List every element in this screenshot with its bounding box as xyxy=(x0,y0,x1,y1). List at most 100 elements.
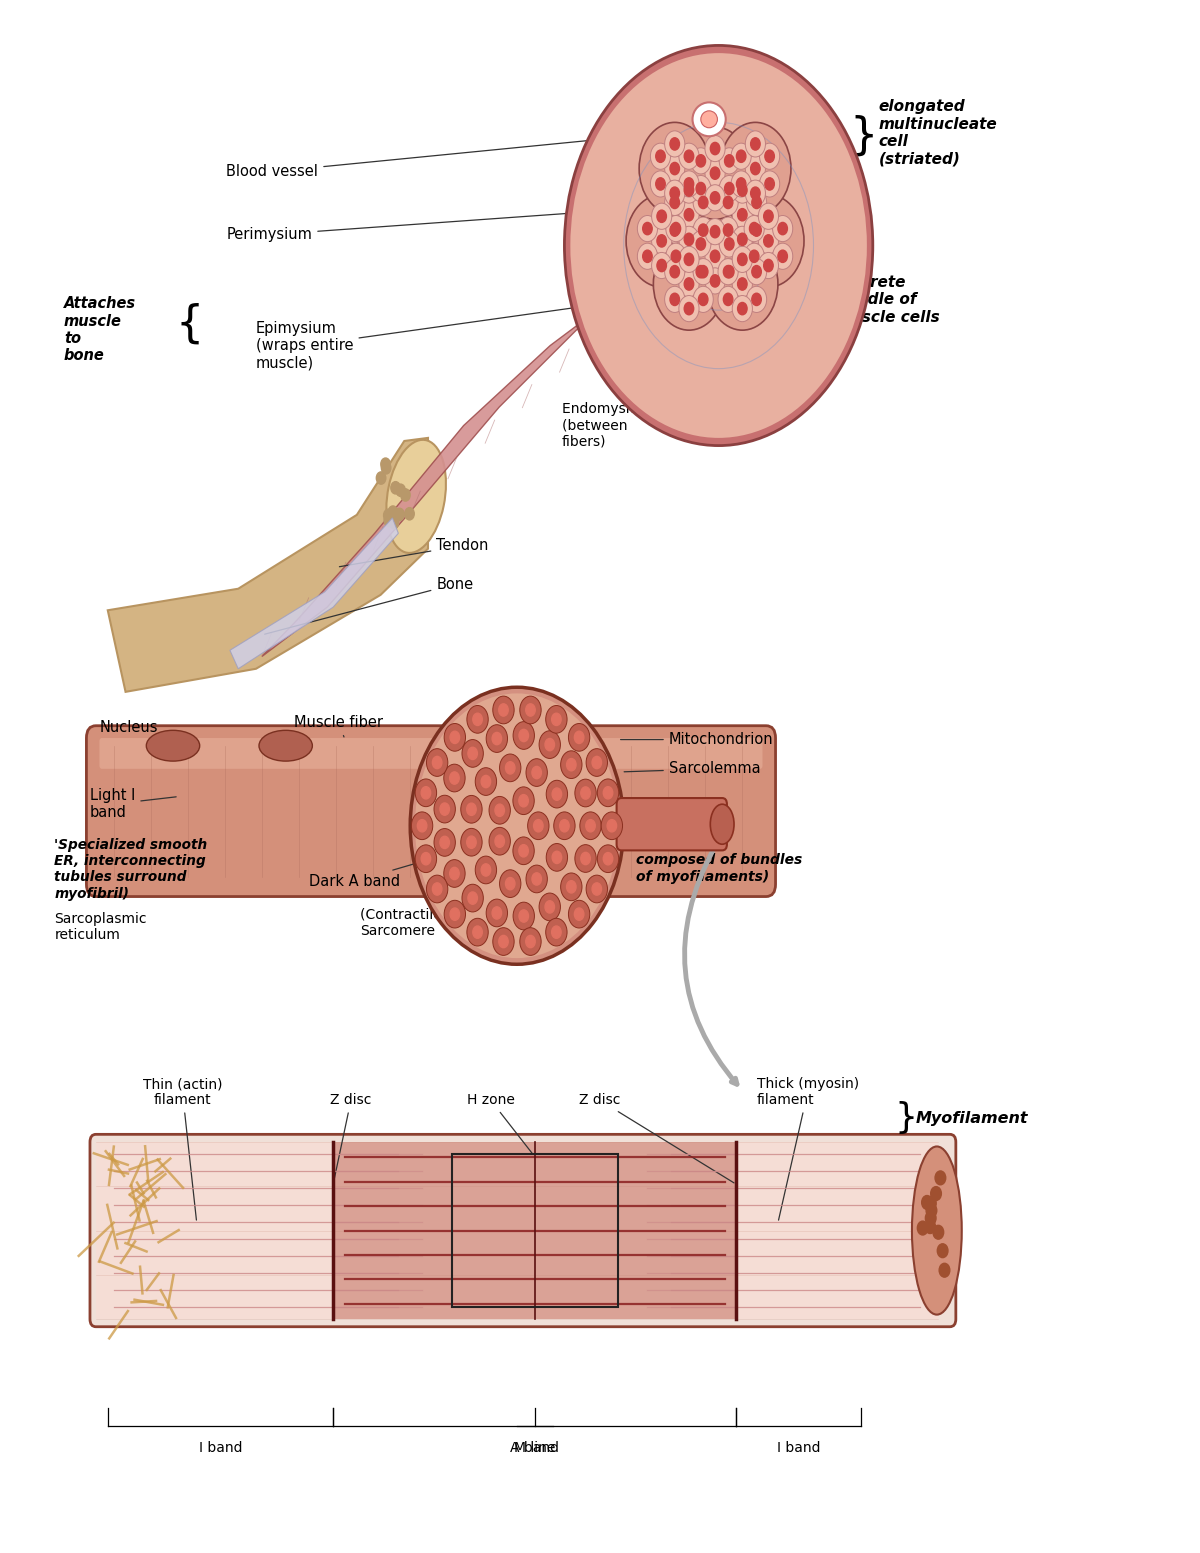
Circle shape xyxy=(410,688,624,964)
Circle shape xyxy=(652,253,672,278)
Circle shape xyxy=(691,148,710,174)
Text: Nucleus: Nucleus xyxy=(100,719,164,738)
Text: Sarcolemma: Sarcolemma xyxy=(624,761,761,776)
Text: Attaches
muscle
to
bone: Attaches muscle to bone xyxy=(64,297,136,363)
Text: Z disc: Z disc xyxy=(580,1093,734,1183)
Text: Dark A band: Dark A band xyxy=(310,859,431,888)
Circle shape xyxy=(520,910,528,922)
Circle shape xyxy=(534,820,544,832)
Circle shape xyxy=(526,935,535,947)
Text: Perimysium: Perimysium xyxy=(227,207,654,242)
Circle shape xyxy=(388,506,397,519)
Circle shape xyxy=(763,210,773,222)
Ellipse shape xyxy=(692,102,726,137)
Circle shape xyxy=(569,901,589,929)
Circle shape xyxy=(475,767,497,795)
Circle shape xyxy=(704,244,725,269)
Circle shape xyxy=(493,927,514,955)
Circle shape xyxy=(468,891,478,904)
Circle shape xyxy=(684,183,694,196)
Circle shape xyxy=(665,130,685,157)
Text: }: } xyxy=(850,115,877,158)
Circle shape xyxy=(725,155,734,168)
Bar xyxy=(737,1141,938,1318)
Circle shape xyxy=(566,881,576,893)
Circle shape xyxy=(396,485,406,497)
Circle shape xyxy=(467,803,476,815)
Circle shape xyxy=(738,253,748,266)
Circle shape xyxy=(586,820,595,832)
Text: Blood vessel: Blood vessel xyxy=(227,130,692,179)
Circle shape xyxy=(637,244,658,269)
Text: Muscle
fiber
(cell): Muscle fiber (cell) xyxy=(714,109,834,158)
Circle shape xyxy=(704,160,725,186)
Circle shape xyxy=(710,168,720,179)
Circle shape xyxy=(745,130,766,157)
Circle shape xyxy=(718,217,738,244)
Circle shape xyxy=(925,1196,936,1210)
Circle shape xyxy=(665,286,685,312)
Circle shape xyxy=(670,294,679,306)
Circle shape xyxy=(545,738,554,750)
Circle shape xyxy=(518,795,528,808)
Circle shape xyxy=(763,259,773,272)
Circle shape xyxy=(592,882,601,895)
Circle shape xyxy=(384,514,394,526)
Circle shape xyxy=(581,787,590,800)
Circle shape xyxy=(652,203,672,230)
Circle shape xyxy=(707,169,778,261)
Circle shape xyxy=(586,876,607,902)
Circle shape xyxy=(418,820,427,832)
Circle shape xyxy=(486,899,508,927)
Circle shape xyxy=(492,733,502,745)
Circle shape xyxy=(725,182,734,194)
Circle shape xyxy=(545,901,554,913)
Circle shape xyxy=(719,259,739,284)
FancyBboxPatch shape xyxy=(617,798,727,851)
Circle shape xyxy=(546,705,568,733)
Circle shape xyxy=(738,278,748,290)
Circle shape xyxy=(670,186,679,199)
Circle shape xyxy=(679,270,700,297)
Text: 'Specialized smooth
ER, interconnecting
tubules surround
myofibril): 'Specialized smooth ER, interconnecting … xyxy=(54,839,208,901)
Circle shape xyxy=(432,756,442,769)
Circle shape xyxy=(560,750,582,778)
Circle shape xyxy=(698,266,708,278)
Circle shape xyxy=(462,884,484,912)
FancyBboxPatch shape xyxy=(100,738,762,769)
Circle shape xyxy=(401,489,410,502)
Circle shape xyxy=(499,935,509,947)
Circle shape xyxy=(532,766,541,778)
Text: Thick (myosin)
filament: Thick (myosin) filament xyxy=(756,1078,859,1221)
Circle shape xyxy=(724,224,733,236)
Text: I band: I band xyxy=(199,1441,242,1455)
Circle shape xyxy=(421,853,431,865)
Circle shape xyxy=(704,219,725,245)
Text: Fascicle
(wrapped by
perimysium)
(CT sheath): Fascicle (wrapped by perimysium) (CT she… xyxy=(691,304,805,384)
Circle shape xyxy=(520,696,541,724)
Circle shape xyxy=(598,845,619,873)
Circle shape xyxy=(718,259,738,284)
Circle shape xyxy=(520,730,528,742)
Circle shape xyxy=(575,845,596,873)
Circle shape xyxy=(566,758,576,770)
Circle shape xyxy=(733,194,804,287)
Circle shape xyxy=(778,250,787,262)
Circle shape xyxy=(552,926,562,938)
Circle shape xyxy=(450,731,460,744)
Circle shape xyxy=(778,222,787,235)
Circle shape xyxy=(494,836,504,848)
Circle shape xyxy=(763,235,773,247)
Circle shape xyxy=(679,171,700,197)
Circle shape xyxy=(486,725,508,752)
Circle shape xyxy=(704,185,725,211)
Circle shape xyxy=(450,909,460,921)
Circle shape xyxy=(684,151,694,163)
Text: Mitochondrion: Mitochondrion xyxy=(620,731,774,747)
Circle shape xyxy=(773,216,793,242)
Circle shape xyxy=(738,208,748,221)
Text: Myofilament: Myofilament xyxy=(916,1110,1028,1126)
Circle shape xyxy=(575,909,584,921)
Circle shape xyxy=(434,829,455,856)
Circle shape xyxy=(626,194,697,287)
